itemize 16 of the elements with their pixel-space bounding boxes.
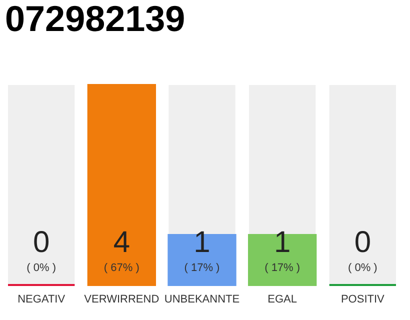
- x-tick-label: POSITIV: [340, 294, 386, 306]
- x-tick-label: UNBEKANNTE: [164, 294, 240, 306]
- data-label: 4: [113, 226, 130, 259]
- annotation: ( 67% ): [104, 262, 140, 274]
- data-label: 1: [274, 226, 291, 259]
- x-tick-label: VERWIRREND: [84, 294, 160, 306]
- data-label: 0: [354, 226, 372, 259]
- annotation: ( 17% ): [264, 262, 300, 274]
- annotation: ( 0% ): [26, 262, 56, 274]
- x-tick-label: EGAL: [268, 294, 298, 306]
- x-tick-label: NEGATIV: [18, 294, 66, 306]
- annotation: ( 17% ): [184, 262, 220, 274]
- chart-title: 072982139: [5, 0, 186, 39]
- annotation: ( 0% ): [348, 262, 378, 274]
- data-label: 0: [32, 226, 50, 259]
- data-label: 1: [194, 226, 210, 259]
